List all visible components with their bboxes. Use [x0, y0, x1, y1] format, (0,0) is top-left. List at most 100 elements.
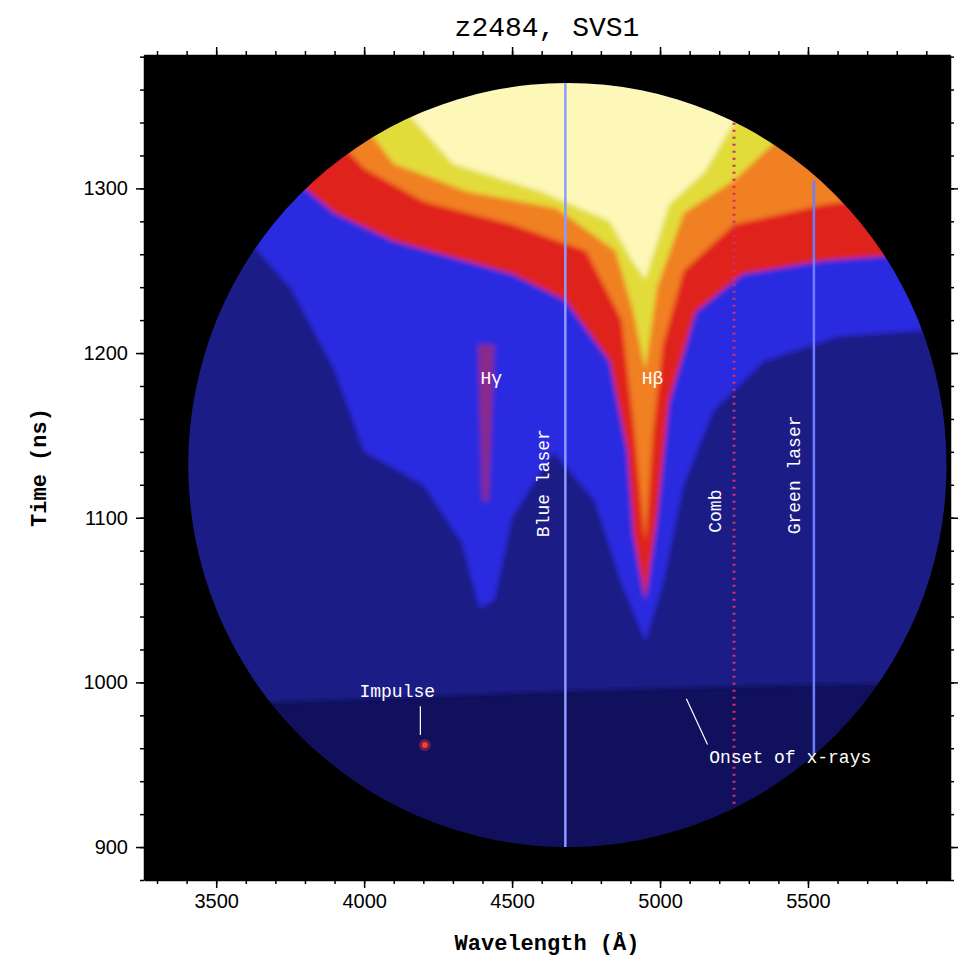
- axis: 3500 4000 4500 5000 5500: [145, 880, 951, 912]
- tick-mark: [140, 814, 144, 816]
- tick-mark: [571, 51, 573, 55]
- tick: 4500: [490, 880, 535, 912]
- tick: [187, 51, 188, 55]
- tick-mark: [541, 51, 543, 55]
- tick-label: 4000: [342, 890, 387, 912]
- annotation: Hβ: [642, 369, 664, 389]
- tick-label: 5000: [638, 890, 683, 912]
- tick: [808, 47, 809, 55]
- axis-line: [145, 55, 951, 57]
- tick: [140, 287, 144, 288]
- tick: [140, 551, 144, 552]
- tick: [216, 47, 217, 55]
- tick: [140, 584, 144, 585]
- tick-mark: [140, 287, 144, 289]
- tick: [140, 155, 144, 156]
- tick-mark: [660, 880, 662, 888]
- tick: 5500: [786, 880, 831, 912]
- tick: 5000: [638, 880, 683, 912]
- annotation: Impulse: [359, 682, 435, 702]
- leader-line: [686, 699, 707, 745]
- axis: [145, 47, 951, 56]
- intensity-region: [394, 55, 749, 279]
- tick-mark: [140, 221, 144, 223]
- tick-mark: [140, 485, 144, 487]
- tick: [897, 51, 898, 55]
- tick-mark: [950, 847, 958, 849]
- tick-mark: [140, 386, 144, 388]
- tick-mark: [140, 320, 144, 322]
- tick: 3500: [194, 880, 239, 912]
- intensity-region: [144, 55, 950, 707]
- tick-mark: [926, 51, 928, 55]
- line-label: Green laser: [785, 415, 805, 534]
- tick-mark: [140, 155, 144, 157]
- tick: [140, 617, 144, 618]
- tick-mark: [140, 880, 144, 882]
- tick: [950, 847, 958, 848]
- tick-mark: [719, 51, 721, 55]
- tick-mark: [512, 880, 514, 888]
- tick: [926, 51, 927, 55]
- tick-mark: [950, 682, 958, 684]
- tick: [140, 781, 144, 782]
- intensity-region: [246, 55, 950, 542]
- intensity-region: [335, 55, 794, 370]
- tick-mark: [393, 51, 395, 55]
- tick: [140, 649, 144, 650]
- tick: [140, 748, 144, 749]
- tick: [867, 51, 868, 55]
- axis-line: [950, 56, 952, 881]
- tick: [140, 57, 144, 58]
- tick: [749, 51, 750, 55]
- tick: [140, 320, 144, 321]
- tick: [305, 51, 306, 55]
- tick-mark: [246, 51, 248, 55]
- tick: [140, 715, 144, 716]
- axis: 9001000110012001300: [84, 56, 145, 881]
- tick-mark: [140, 583, 144, 585]
- intensity-region: [478, 345, 494, 501]
- tick-mark: [140, 122, 144, 124]
- tick-mark: [808, 880, 810, 888]
- point-halo: [419, 739, 431, 751]
- axis: [158, 51, 927, 55]
- tick: [157, 51, 158, 55]
- tick: [140, 452, 144, 453]
- tick: [140, 254, 144, 255]
- annotation: Onset of x-rays: [709, 748, 871, 768]
- tick-mark: [140, 254, 144, 256]
- tick: [838, 51, 839, 55]
- leader-line: [420, 706, 421, 735]
- tick: 1100: [85, 507, 144, 529]
- tick: [690, 51, 691, 55]
- tick: [140, 880, 144, 881]
- tick: [140, 123, 144, 124]
- tick-mark: [482, 51, 484, 55]
- tick-label: 1100: [85, 507, 128, 529]
- tick: [140, 814, 144, 815]
- tick: [335, 51, 336, 55]
- tick: [950, 188, 958, 189]
- axis: [950, 56, 958, 881]
- tick: [453, 51, 454, 55]
- tick: [140, 90, 144, 91]
- tick-mark: [364, 47, 366, 55]
- plot-area: [144, 55, 950, 850]
- axis-line: [144, 56, 146, 881]
- tick-mark: [140, 715, 144, 717]
- calibration-line: [813, 180, 816, 789]
- tick-mark: [157, 51, 159, 55]
- tick: [950, 682, 958, 683]
- chart-title: z2484, SVS1: [455, 13, 640, 44]
- tick: [364, 47, 365, 55]
- tick-mark: [140, 89, 144, 91]
- tick: [275, 51, 276, 55]
- axis-line: [145, 880, 951, 882]
- tick-mark: [453, 51, 455, 55]
- calibration-lines: [565, 76, 814, 850]
- tick-mark: [601, 51, 603, 55]
- point: [422, 742, 428, 748]
- tick: 1300: [84, 177, 145, 199]
- tick: 1000: [84, 671, 145, 693]
